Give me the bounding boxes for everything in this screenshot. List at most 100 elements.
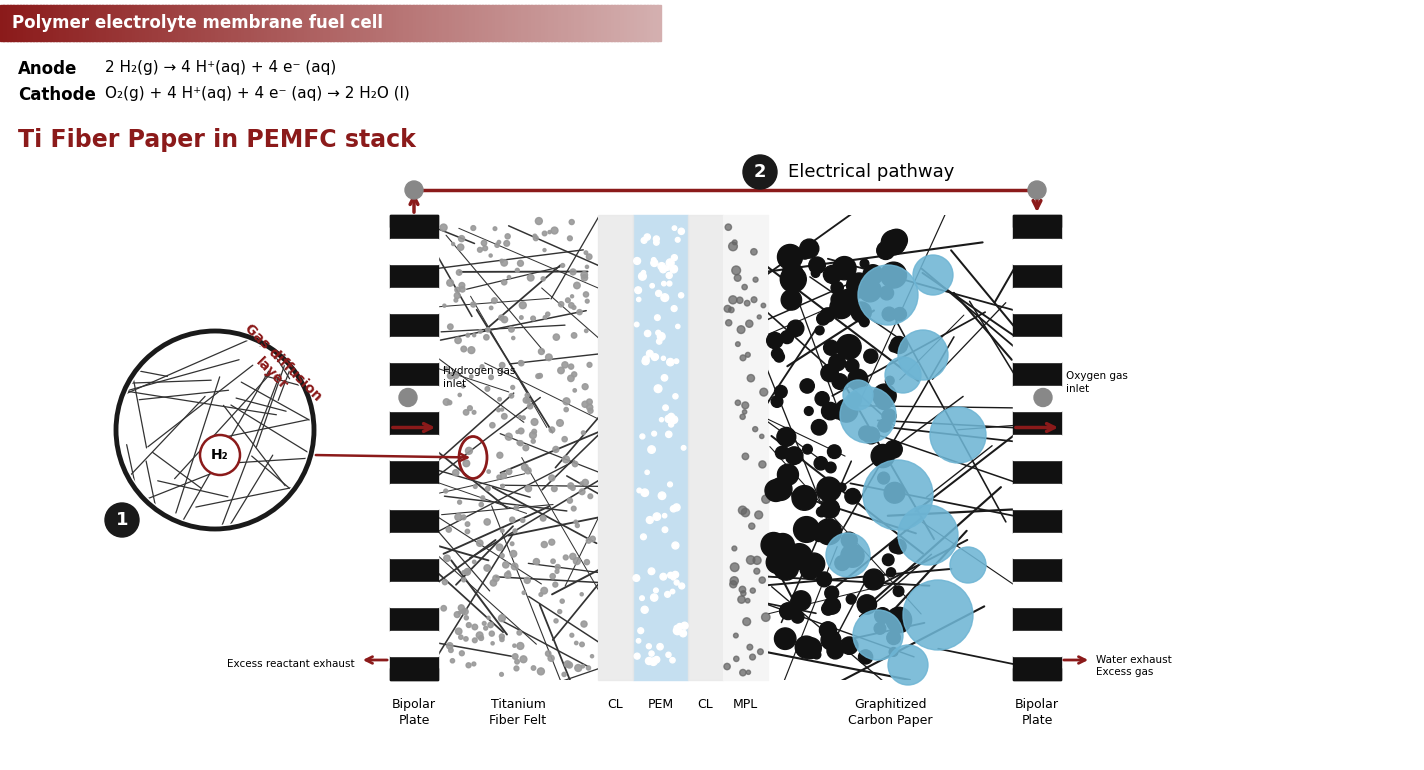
- Circle shape: [555, 564, 560, 570]
- Bar: [60, 5, 64, 41]
- Bar: [290, 5, 295, 41]
- Circle shape: [464, 616, 468, 620]
- Circle shape: [786, 544, 812, 570]
- Circle shape: [669, 422, 674, 427]
- Circle shape: [551, 227, 558, 234]
- Circle shape: [891, 539, 906, 554]
- Circle shape: [658, 492, 666, 500]
- Circle shape: [488, 254, 493, 257]
- Circle shape: [809, 257, 826, 273]
- Circle shape: [826, 533, 870, 577]
- Circle shape: [762, 613, 770, 621]
- Bar: [413, 5, 417, 41]
- Bar: [132, 5, 137, 41]
- Bar: [390, 484, 439, 509]
- Circle shape: [484, 564, 490, 571]
- Circle shape: [881, 409, 896, 423]
- Bar: [541, 5, 545, 41]
- Text: Hydrogen gas
inlet: Hydrogen gas inlet: [443, 367, 515, 389]
- Bar: [1012, 215, 1061, 227]
- Circle shape: [846, 594, 856, 604]
- Circle shape: [760, 388, 768, 396]
- Circle shape: [486, 387, 490, 391]
- Bar: [476, 5, 480, 41]
- Bar: [551, 5, 555, 41]
- Circle shape: [863, 427, 880, 444]
- Circle shape: [525, 485, 531, 492]
- Circle shape: [641, 489, 648, 497]
- Circle shape: [826, 405, 837, 417]
- Bar: [1012, 484, 1061, 509]
- Circle shape: [511, 336, 515, 340]
- Bar: [390, 668, 439, 680]
- Circle shape: [776, 447, 787, 459]
- Bar: [281, 5, 285, 41]
- Bar: [406, 5, 410, 41]
- Circle shape: [543, 231, 547, 236]
- Circle shape: [645, 658, 652, 665]
- Circle shape: [890, 336, 907, 353]
- Circle shape: [466, 333, 470, 337]
- Circle shape: [477, 247, 483, 253]
- Circle shape: [500, 473, 507, 479]
- Circle shape: [567, 662, 572, 668]
- Circle shape: [507, 571, 510, 574]
- Bar: [273, 5, 278, 41]
- Bar: [390, 460, 439, 484]
- Bar: [1012, 509, 1061, 533]
- Bar: [1012, 362, 1061, 387]
- Circle shape: [726, 320, 732, 326]
- Bar: [125, 5, 130, 41]
- Bar: [310, 5, 315, 41]
- Bar: [446, 5, 450, 41]
- Text: Gas diffusion
layer: Gas diffusion layer: [231, 321, 325, 415]
- Bar: [165, 5, 169, 41]
- Circle shape: [644, 234, 651, 240]
- Circle shape: [548, 539, 555, 545]
- Bar: [644, 5, 648, 41]
- Circle shape: [742, 402, 749, 409]
- Circle shape: [473, 410, 476, 414]
- Circle shape: [541, 276, 545, 281]
- Circle shape: [666, 259, 674, 266]
- Circle shape: [817, 313, 829, 325]
- Circle shape: [543, 249, 545, 252]
- Circle shape: [558, 610, 561, 614]
- Circle shape: [654, 588, 658, 593]
- Circle shape: [463, 460, 470, 467]
- Bar: [1012, 337, 1061, 362]
- Circle shape: [562, 437, 567, 442]
- Bar: [419, 5, 423, 41]
- Circle shape: [739, 669, 746, 676]
- Circle shape: [674, 625, 679, 630]
- Circle shape: [525, 398, 531, 403]
- Circle shape: [501, 316, 507, 323]
- Circle shape: [662, 527, 668, 533]
- Circle shape: [500, 259, 503, 263]
- Bar: [178, 5, 182, 41]
- Bar: [244, 5, 249, 41]
- Bar: [23, 5, 27, 41]
- Circle shape: [478, 636, 484, 641]
- Circle shape: [531, 316, 535, 321]
- Circle shape: [572, 389, 577, 392]
- Bar: [389, 5, 393, 41]
- Text: 2: 2: [753, 163, 766, 181]
- Text: Oxygen gas
inlet: Oxygen gas inlet: [1067, 371, 1128, 393]
- Bar: [607, 5, 611, 41]
- Circle shape: [899, 505, 958, 565]
- Circle shape: [471, 226, 476, 230]
- Circle shape: [525, 467, 531, 474]
- Circle shape: [562, 362, 568, 368]
- Circle shape: [568, 303, 574, 308]
- Circle shape: [661, 294, 669, 302]
- Bar: [426, 5, 430, 41]
- Circle shape: [672, 226, 676, 230]
- Circle shape: [826, 462, 836, 473]
- Circle shape: [520, 302, 527, 309]
- Circle shape: [881, 230, 906, 255]
- Bar: [443, 5, 447, 41]
- Bar: [100, 5, 104, 41]
- Bar: [198, 5, 202, 41]
- Circle shape: [819, 621, 836, 639]
